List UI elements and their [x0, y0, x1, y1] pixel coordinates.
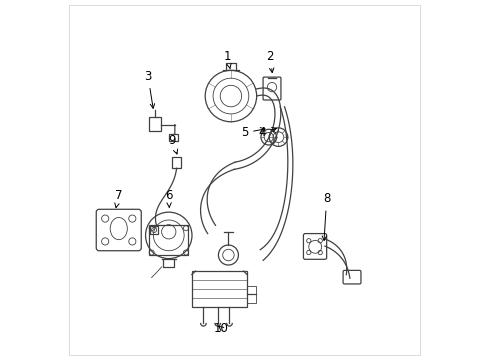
- Text: 6: 6: [164, 189, 172, 208]
- Text: 2: 2: [266, 50, 273, 73]
- Text: 10: 10: [213, 322, 228, 335]
- Bar: [149, 226, 158, 234]
- Text: 9: 9: [168, 134, 177, 154]
- Bar: [149, 117, 161, 131]
- Bar: [149, 225, 188, 255]
- Bar: [168, 134, 177, 141]
- Text: 3: 3: [144, 70, 154, 108]
- Text: 7: 7: [115, 189, 122, 208]
- Bar: [172, 157, 181, 168]
- Text: 1: 1: [223, 50, 231, 69]
- Text: 5: 5: [240, 126, 264, 139]
- Text: 8: 8: [322, 193, 330, 240]
- Bar: [191, 271, 246, 307]
- Bar: [246, 286, 256, 302]
- Text: 4: 4: [257, 126, 276, 139]
